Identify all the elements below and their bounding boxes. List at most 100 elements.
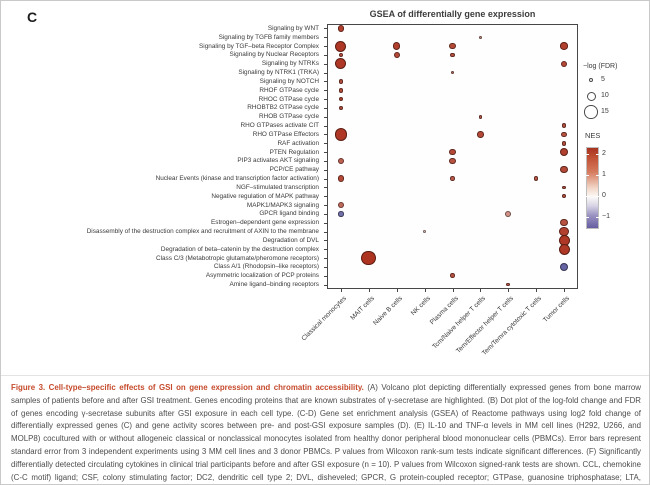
y-tick	[324, 152, 327, 154]
dot	[450, 273, 455, 279]
colorbar-tick-label: 0	[602, 191, 606, 199]
dot	[559, 147, 569, 157]
dot	[335, 40, 347, 52]
pathway-label: Degradation of beta–catenin by the destr…	[160, 245, 319, 253]
x-tick	[564, 289, 566, 292]
dot	[361, 250, 377, 266]
dot	[561, 123, 567, 128]
dot	[559, 262, 569, 272]
colorbar-notch	[596, 195, 599, 197]
dot	[560, 42, 568, 50]
pathway-label: Negative regulation of MAPK pathway	[211, 192, 319, 200]
x-tick	[536, 289, 538, 292]
pathway-label: Estrogen–dependent gene expression	[210, 219, 319, 227]
dot	[560, 166, 568, 174]
divider	[1, 375, 649, 376]
y-tick	[324, 213, 327, 215]
colorbar-tick-label: −1	[602, 212, 610, 220]
y-tick	[324, 187, 327, 189]
caption-title: Figure 3. Cell-type–specific effects of …	[11, 383, 364, 392]
y-tick	[324, 275, 327, 277]
colorbar-notch	[596, 154, 599, 156]
cell-type-label: NK cells	[409, 295, 432, 318]
pathway-label: RHOC GTPase cycle	[258, 95, 319, 103]
cell-type-label: MAIT cells	[349, 295, 376, 322]
panel-label: C	[27, 9, 38, 25]
colorbar-notch	[596, 175, 599, 177]
dot	[561, 131, 567, 138]
pathway-label: PCP/CE pathway	[269, 166, 319, 174]
dot	[562, 185, 566, 190]
pathway-label: Amine ligand–binding receptors	[229, 281, 319, 289]
pathway-label: RHOF GTPase cycle	[259, 86, 319, 94]
pathway-label: Class A/1 (Rhodopsin–like receptors)	[213, 263, 319, 271]
dot	[560, 219, 568, 227]
dot	[393, 51, 400, 59]
pathway-label: Signaling by TGF–beta Receptor Complex	[199, 42, 319, 50]
pathway-label: RHOBTB2 GTPase cycle	[247, 104, 319, 112]
colorbar-notch	[586, 216, 589, 218]
pathway-label: Signaling by NTRKs	[261, 60, 319, 68]
dot	[337, 201, 345, 209]
dot	[479, 35, 482, 39]
pathway-label: NGF–stimulated transcription	[236, 183, 319, 191]
dot	[337, 175, 345, 182]
pathway-label: Signaling by Nuclear Receptors	[229, 51, 319, 59]
y-tick	[324, 107, 327, 109]
dot	[423, 230, 426, 233]
dot	[560, 60, 568, 67]
dot	[478, 114, 483, 119]
dot	[335, 58, 347, 70]
nes-colorbar	[586, 147, 599, 229]
y-tick	[324, 178, 327, 180]
y-tick	[324, 284, 327, 286]
dot	[450, 176, 455, 181]
y-tick	[324, 72, 327, 74]
size-legend-value: 10	[601, 92, 609, 99]
pathway-label: RHOB GTPase cycle	[258, 113, 319, 121]
colorbar-notch	[586, 175, 589, 177]
dot	[449, 42, 456, 50]
x-tick	[396, 289, 398, 292]
y-tick	[324, 63, 327, 65]
pathway-label: Nuclear Events (kinase and transcription…	[155, 175, 319, 183]
colorbar-notch	[586, 195, 589, 197]
dot	[337, 157, 345, 165]
colorbar-tick-label: 1	[602, 171, 606, 179]
y-tick	[324, 222, 327, 224]
pathway-label: Asymmetric localization of PCP proteins	[205, 272, 319, 280]
dot	[338, 96, 344, 102]
dot	[334, 127, 348, 141]
dot	[449, 148, 456, 156]
dot	[339, 106, 343, 110]
cell-type-label: Tem/Temra cytotoxic T cells	[481, 295, 544, 358]
x-tick	[452, 289, 454, 292]
dot	[449, 157, 456, 165]
y-tick	[324, 54, 327, 56]
pathway-label: PTEN Regulation	[269, 148, 319, 156]
y-tick	[324, 249, 327, 251]
cell-type-label: Tumor cells	[542, 295, 571, 324]
x-tick	[368, 289, 370, 292]
pathway-label: Signaling by TGFB family members	[218, 33, 319, 41]
figure-caption: Figure 3. Cell-type–specific effects of …	[11, 382, 641, 484]
dot	[338, 79, 344, 84]
x-tick	[480, 289, 482, 292]
chart-title: GSEA of differentially gene expression	[369, 9, 536, 19]
caption-body: (A) Volcano plot depicting differentiall…	[11, 383, 641, 482]
size-legend-value: 15	[601, 108, 609, 115]
size-legend-value: 5	[601, 76, 605, 83]
pathway-label: Signaling by NTRK1 (TRKA)	[238, 69, 319, 77]
y-tick	[324, 125, 327, 127]
dot	[506, 282, 511, 287]
dot	[533, 176, 539, 181]
pathway-label: Signaling by NOTCH	[259, 77, 319, 85]
y-tick	[324, 116, 327, 118]
y-tick	[324, 258, 327, 260]
y-tick	[324, 81, 327, 83]
dot	[561, 140, 567, 146]
y-tick	[324, 266, 327, 268]
colorbar-notch	[596, 216, 599, 218]
cell-type-label: Classical monocytes	[300, 295, 348, 343]
